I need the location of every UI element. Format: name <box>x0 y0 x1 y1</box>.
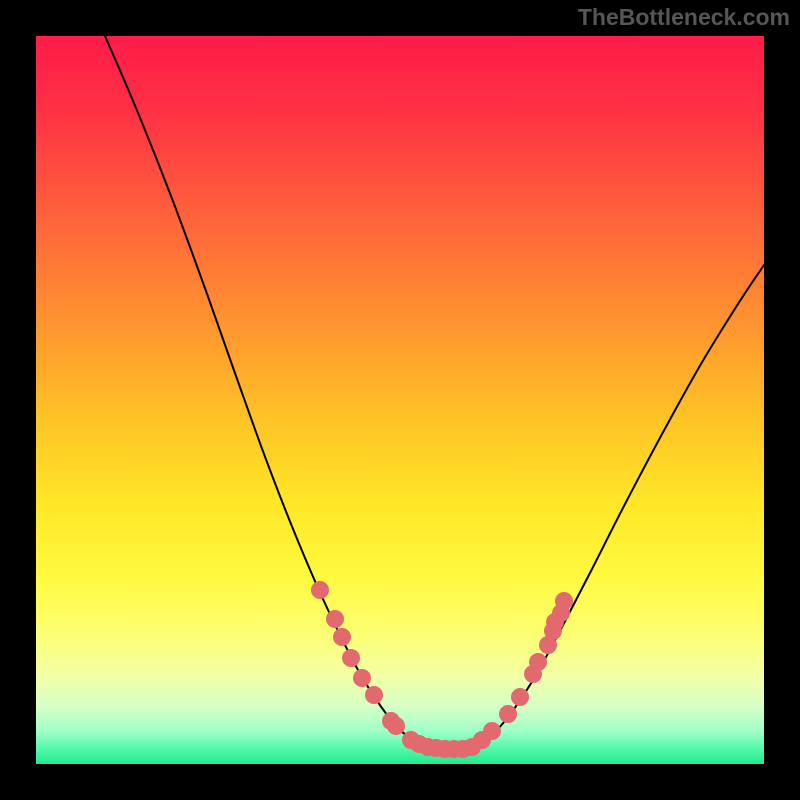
plot-background <box>36 36 764 764</box>
watermark-text: TheBottleneck.com <box>578 4 790 31</box>
marker-point <box>354 670 371 687</box>
marker-point <box>484 723 501 740</box>
marker-point <box>312 582 329 599</box>
marker-point <box>556 593 573 610</box>
plot-area <box>36 36 764 764</box>
marker-point <box>530 654 547 671</box>
chart-container: TheBottleneck.com <box>0 0 800 800</box>
marker-point <box>327 611 344 628</box>
marker-point <box>366 687 383 704</box>
marker-point <box>500 706 517 723</box>
marker-point <box>512 689 529 706</box>
plot-svg <box>36 36 764 764</box>
marker-point <box>343 650 360 667</box>
marker-point <box>334 629 351 646</box>
marker-point <box>388 718 405 735</box>
